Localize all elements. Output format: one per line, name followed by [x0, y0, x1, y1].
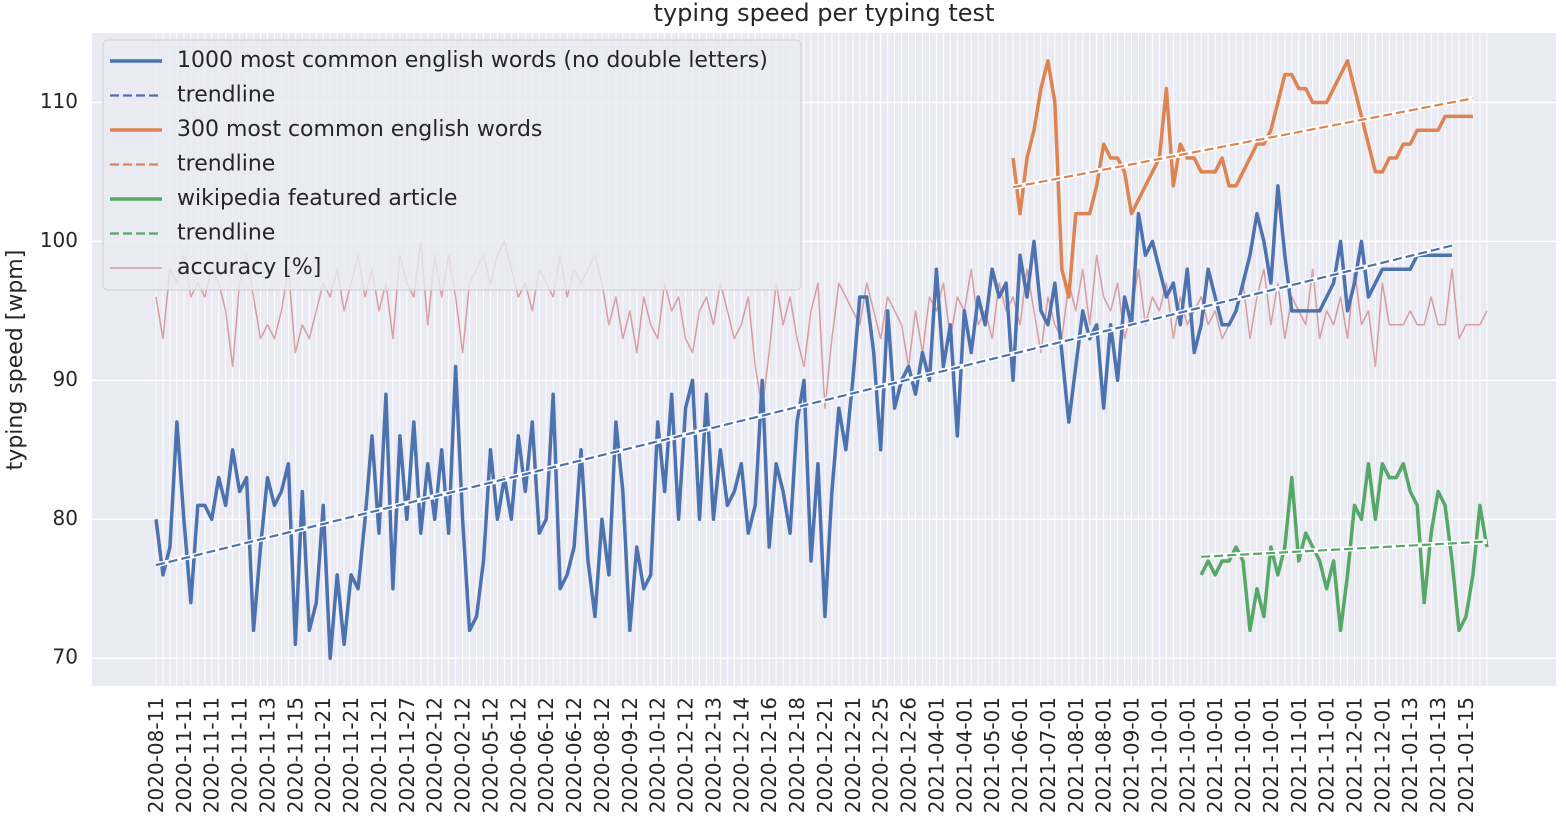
- x-tick-label: 2021-07-01: [1036, 697, 1060, 813]
- x-tick-label: 2021-10-01: [1175, 697, 1199, 813]
- y-tick-label: 80: [53, 506, 78, 530]
- x-tick-label: 2020-09-12: [618, 697, 642, 813]
- y-tick-label: 110: [40, 89, 78, 113]
- x-tick-label: 2021-12-01: [1342, 697, 1366, 813]
- trendline: [1012, 97, 1474, 189]
- x-tick-label: 2021-10-01: [1147, 697, 1171, 813]
- x-tick-label: 2020-11-11: [228, 697, 252, 813]
- x-tick-label: 2020-11-21: [367, 697, 391, 813]
- x-tick-label: 2020-02-12: [423, 697, 447, 813]
- x-tick-label: 2021-10-01: [1203, 697, 1227, 813]
- x-tick-label: 2020-12-13: [701, 697, 725, 813]
- x-tick-label: 2020-06-12: [506, 697, 530, 813]
- x-tick-label: 2020-12-21: [841, 697, 865, 813]
- legend-label: wikipedia featured article: [177, 186, 457, 211]
- series-line: [1011, 59, 1473, 299]
- x-tick-label: 2020-06-12: [562, 697, 586, 813]
- legend: 1000 most common english words (no doubl…: [102, 39, 802, 291]
- x-tick-label: 2020-11-15: [283, 697, 307, 813]
- x-tick-label: 2021-12-01: [1370, 697, 1394, 813]
- x-tick-label: 2021-04-01: [952, 697, 976, 813]
- x-tick-label: 2020-08-11: [144, 697, 168, 813]
- x-tick-label: 2020-05-12: [478, 697, 502, 813]
- x-tick-label: 2020-12-18: [785, 697, 809, 813]
- lines: [154, 59, 1489, 660]
- x-tick-label: 2020-11-13: [255, 697, 279, 813]
- legend-label: trendline: [177, 221, 275, 246]
- legend-label: 300 most common english words: [177, 117, 542, 142]
- x-tick-label: 2021-06-01: [1008, 697, 1032, 813]
- x-tick-label: 2021-09-01: [1120, 697, 1144, 813]
- ticks: 2020-08-11 2020-11-11 2020-11-11 2020-11-11…: [40, 89, 1478, 813]
- x-tick-label: 2021-11-01: [1287, 697, 1311, 813]
- y-tick-label: 100: [40, 228, 78, 252]
- x-tick-label: 2020-12-26: [897, 697, 921, 813]
- chart-title: typing speed per typing test: [654, 0, 995, 27]
- x-tick-label: 2020-12-25: [869, 697, 893, 813]
- x-tick-label: 2021-08-01: [1092, 697, 1116, 813]
- x-tick-label: 2020-11-21: [339, 697, 363, 813]
- y-tick-label: 90: [53, 367, 78, 391]
- x-tick-label: 2020-12-21: [813, 697, 837, 813]
- legend-label: trendline: [177, 152, 275, 177]
- y-tick-label: 70: [53, 645, 78, 669]
- x-tick-label: 2020-12-14: [729, 697, 753, 813]
- x-tick-label: 2020-11-11: [200, 697, 224, 813]
- x-tick-label: 2020-10-12: [646, 697, 670, 813]
- legend-label: 1000 most common english words (no doubl…: [177, 48, 768, 73]
- x-tick-label: 2020-12-16: [757, 697, 781, 813]
- x-tick-label: 2021-01-13: [1426, 697, 1450, 813]
- x-tick-label: 2020-02-12: [451, 697, 475, 813]
- x-tick-label: 2021-08-01: [1064, 697, 1088, 813]
- x-tick-label: 2021-11-01: [1315, 697, 1339, 813]
- x-tick-label: 2021-05-01: [980, 697, 1004, 813]
- series-line: [155, 240, 1488, 409]
- legend-label: trendline: [177, 83, 275, 108]
- legend-box: [102, 39, 802, 291]
- legend-label: accuracy [%]: [177, 255, 321, 280]
- x-tick-label: 2020-08-12: [590, 697, 614, 813]
- y-axis-label: typing speed [wpm]: [3, 250, 28, 471]
- series-line: [1199, 461, 1489, 633]
- x-tick-label: 2020-06-12: [534, 697, 558, 813]
- x-tick-label: 2021-01-13: [1398, 697, 1422, 813]
- series-line: [154, 184, 1453, 660]
- x-tick-label: 2021-04-01: [924, 697, 948, 813]
- x-tick-label: 2021-10-01: [1231, 697, 1255, 813]
- trendline: [1201, 540, 1487, 558]
- x-tick-label: 2020-11-11: [172, 697, 196, 813]
- x-tick-label: 2021-10-01: [1259, 697, 1283, 813]
- x-tick-label: 2020-12-12: [674, 697, 698, 813]
- x-tick-label: 2021-01-15: [1454, 697, 1478, 813]
- x-tick-label: 2020-11-21: [311, 697, 335, 813]
- x-tick-label: 2020-11-27: [395, 697, 419, 813]
- trendline: [155, 244, 1453, 567]
